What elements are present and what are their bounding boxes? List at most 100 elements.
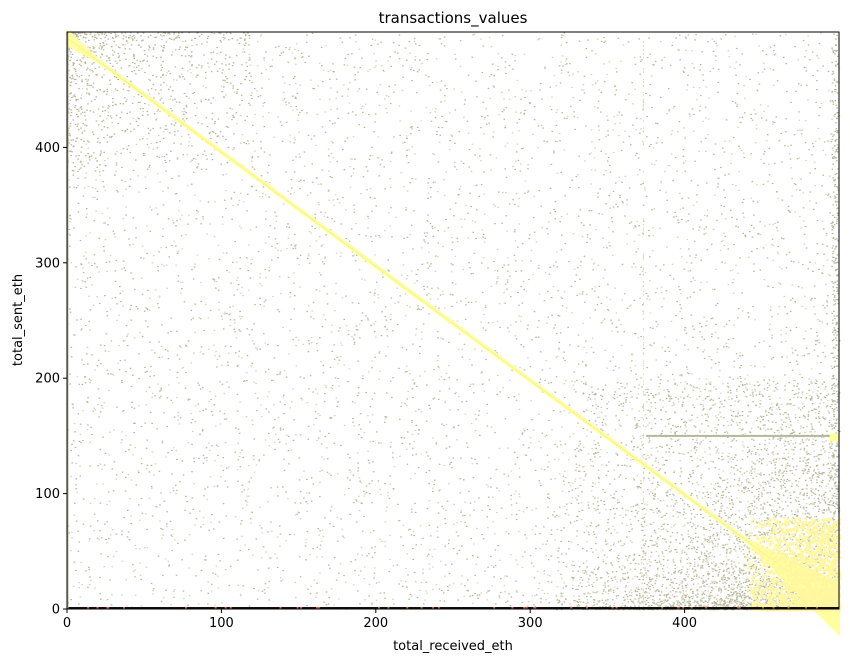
heatmap-cell (188, 594, 191, 597)
heatmap-cell (211, 118, 214, 120)
heatmap-cell (576, 447, 578, 449)
heatmap-cell (187, 223, 189, 225)
heatmap-cell (735, 264, 737, 266)
heatmap-cell (358, 48, 361, 50)
heatmap-cell (343, 424, 346, 426)
heatmap-cell (542, 543, 544, 545)
heatmap-cell (544, 67, 546, 69)
heatmap-cell (556, 251, 558, 253)
heatmap-cell (239, 310, 241, 313)
heatmap-cell (68, 532, 70, 534)
heatmap-cell (144, 310, 146, 312)
heatmap-cell (705, 558, 707, 560)
heatmap-cell (249, 64, 252, 66)
heatmap-cell (823, 499, 825, 501)
heatmap-cell (627, 509, 629, 511)
heatmap-cell (652, 64, 654, 66)
heatmap-cell (689, 255, 691, 257)
heatmap-cell (194, 303, 197, 305)
heatmap-cell (269, 154, 271, 156)
heatmap-cell (623, 293, 626, 295)
heatmap-cell (467, 132, 470, 134)
heatmap-cell (731, 184, 734, 186)
heatmap-cell (613, 517, 615, 519)
heatmap-cell (636, 117, 638, 119)
heatmap-cell (752, 33, 754, 35)
heatmap-cell (236, 279, 238, 281)
heatmap-cell (182, 41, 184, 43)
heatmap-cell (472, 383, 475, 385)
heatmap-cell (691, 373, 693, 375)
heatmap-cell (294, 139, 297, 141)
heatmap-cell (734, 578, 737, 580)
heatmap-cell (515, 518, 518, 521)
heatmap-cell (224, 345, 227, 347)
heatmap-cell (132, 217, 135, 219)
heatmap-cell (794, 349, 797, 351)
heatmap-cell (321, 326, 324, 328)
heatmap-cell (653, 497, 655, 500)
heatmap-cell (641, 525, 643, 527)
heatmap-cell (279, 577, 282, 579)
heatmap-cell (155, 76, 158, 78)
heatmap-cell (110, 604, 113, 606)
heatmap-cell (679, 591, 681, 593)
heatmap-cell (340, 355, 342, 357)
heatmap-cell (789, 211, 791, 213)
heatmap-cell (641, 59, 643, 61)
heatmap-cell (560, 249, 563, 251)
heatmap-cell (802, 39, 805, 42)
heatmap-cell (824, 307, 826, 309)
heatmap-cell (782, 56, 785, 58)
heatmap-cell (530, 400, 533, 402)
heatmap-cell (176, 36, 179, 38)
heatmap-cell (778, 282, 780, 284)
heatmap-cell (535, 241, 538, 243)
heatmap-cell (414, 59, 417, 61)
heatmap-cell (804, 295, 806, 297)
heatmap-cell (438, 588, 441, 590)
heatmap-cell (778, 408, 781, 410)
heatmap-cell (698, 396, 701, 398)
heatmap-cell (424, 241, 426, 243)
heatmap-cell (224, 311, 226, 313)
heatmap-cell (434, 270, 437, 272)
heatmap-cell (80, 113, 82, 115)
heatmap-cell (630, 370, 632, 372)
heatmap-cell (244, 380, 246, 382)
heatmap-cell (369, 493, 371, 495)
heatmap-cell (273, 136, 276, 138)
heatmap-cell (237, 204, 239, 206)
heatmap-cell (344, 140, 346, 142)
heatmap-cell (165, 74, 168, 76)
heatmap-cell (754, 365, 756, 367)
heatmap-cell (596, 303, 599, 306)
heatmap-cell (388, 212, 390, 214)
heatmap-cell (321, 469, 323, 472)
heatmap-cell (358, 234, 361, 236)
heatmap-cell (295, 105, 298, 107)
heatmap-cell (313, 579, 315, 581)
heatmap-cell (705, 396, 708, 398)
heatmap-cell (645, 93, 647, 95)
heatmap-cell (78, 108, 80, 110)
heatmap-cell (564, 470, 566, 472)
heatmap-cell (259, 283, 262, 285)
heatmap-cell (316, 350, 319, 352)
heatmap-cell (328, 98, 331, 100)
heatmap-cell (743, 156, 746, 159)
heatmap-cell (458, 333, 461, 335)
heatmap-cell (74, 166, 76, 168)
heatmap-cell (758, 487, 760, 490)
heatmap-cell (111, 566, 113, 568)
heatmap-cell (767, 420, 770, 422)
heatmap-cell (317, 528, 319, 530)
heatmap-cell (770, 358, 773, 360)
heatmap-cell (99, 593, 102, 595)
heatmap-cell (490, 285, 493, 287)
heatmap-cell (748, 316, 750, 318)
heatmap-cell (624, 99, 627, 101)
heatmap-cell (145, 390, 148, 392)
heatmap-cell (529, 555, 532, 557)
heatmap-cell (424, 599, 426, 601)
